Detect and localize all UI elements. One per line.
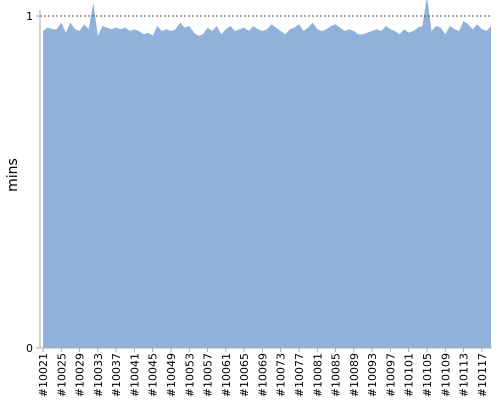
- x-tick-label: #10073: [275, 353, 288, 397]
- x-tick-label: #10041: [128, 353, 141, 397]
- x-tick-label: #10089: [348, 353, 361, 397]
- x-tick-label: #10109: [439, 353, 452, 397]
- x-tick-label: #10113: [458, 353, 471, 397]
- x-tick-label: #10033: [92, 353, 105, 397]
- x-tick-label: #10101: [403, 353, 416, 397]
- x-tick-label: #10049: [165, 353, 178, 397]
- x-tick-label: #10105: [421, 353, 434, 397]
- x-tick-label: #10021: [37, 353, 50, 397]
- x-tick-label: #10045: [147, 353, 160, 397]
- y-axis-title: mins: [5, 158, 21, 192]
- x-tick-label: #10077: [293, 353, 306, 397]
- x-tick-label: #10061: [220, 353, 233, 397]
- x-tick-label: #10029: [74, 353, 87, 397]
- x-tick-label: #10093: [366, 353, 379, 397]
- x-tick-label: #10053: [183, 353, 196, 397]
- x-axis-ticks: #10021 #10025 #10029 #10033 #10037 #10041 #100…: [37, 348, 489, 397]
- y-tick-label: 1: [26, 10, 33, 23]
- x-tick-label: #10057: [202, 353, 215, 397]
- x-tick-label: #10117: [476, 353, 489, 397]
- x-tick-label: #10065: [238, 353, 251, 397]
- x-tick-label: #10069: [256, 353, 269, 397]
- x-tick-label: #10097: [384, 353, 397, 397]
- x-tick-label: #10037: [110, 353, 123, 397]
- area-series: [43, 0, 491, 348]
- x-tick-label: #10025: [55, 353, 68, 397]
- y-tick-label: 0: [26, 342, 33, 355]
- x-tick-label: #10085: [330, 353, 343, 397]
- x-tick-label: #10081: [311, 353, 324, 397]
- y-axis-ticks: 01: [26, 10, 40, 355]
- plot-area: [43, 0, 491, 348]
